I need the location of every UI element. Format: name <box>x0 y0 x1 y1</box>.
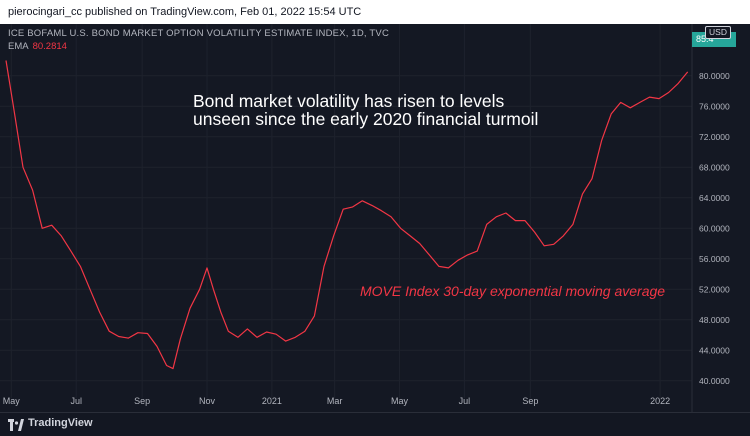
y-tick-label: 48.0000 <box>699 315 730 325</box>
x-tick-label: Sep <box>522 396 538 406</box>
chart-area[interactable]: 40.0000 44.0000 48.0000 52.0000 56.0000 60.00… <box>0 24 750 412</box>
series-line-ema <box>5 60 689 370</box>
y-tick-label: 68.0000 <box>699 162 730 172</box>
grid-layer <box>0 24 692 398</box>
axis-layer: 40.0000 44.0000 48.0000 52.0000 56.0000 60.00… <box>3 24 730 412</box>
headline-line-2: unseen since the early 2020 financial tu… <box>193 109 539 129</box>
x-tick-label: Jul <box>459 396 471 406</box>
series-layer <box>5 60 689 370</box>
headline-line-1: Bond market volatility has risen to leve… <box>193 91 505 111</box>
y-tick-label: 40.0000 <box>699 376 730 386</box>
x-tick-label: May <box>391 396 409 406</box>
x-tick-label: May <box>3 396 21 406</box>
headline-annotation: Bond market volatility has risen to leve… <box>193 92 538 128</box>
y-tick-label: 76.0000 <box>699 101 730 111</box>
publish-bar: pierocingari_cc published on TradingView… <box>0 0 750 24</box>
y-tick-label: 60.0000 <box>699 223 730 233</box>
y-tick-label: 80.0000 <box>699 71 730 81</box>
tradingview-brand[interactable]: TradingView <box>28 417 93 429</box>
legend-title: ICE BOFAML U.S. BOND MARKET OPTION VOLAT… <box>8 28 390 39</box>
y-tick-label: 64.0000 <box>699 193 730 203</box>
x-tick-label: Mar <box>327 396 343 406</box>
x-tick-label: 2022 <box>650 396 670 406</box>
x-tick-label: Sep <box>134 396 150 406</box>
x-tick-label: 2021 <box>262 396 282 406</box>
series-note: MOVE Index 30-day exponential moving ave… <box>360 283 666 299</box>
publish-line: pierocingari_cc published on TradingView… <box>8 6 362 18</box>
y-tick-label: 72.0000 <box>699 132 730 142</box>
legend-ema: EMA 80.2814 <box>8 41 67 52</box>
x-tick-label: Jul <box>70 396 82 406</box>
y-tick-label: 44.0000 <box>699 345 730 355</box>
y-tick-label: 56.0000 <box>699 254 730 264</box>
y-tick-label: 52.0000 <box>699 284 730 294</box>
chart-canvas[interactable]: 40.0000 44.0000 48.0000 52.0000 56.0000 60.00… <box>0 24 750 412</box>
currency-button[interactable]: USD <box>705 26 731 39</box>
footer-bar: TradingView <box>0 412 750 436</box>
ema-value: 80.2814 <box>32 41 67 52</box>
ema-label: EMA <box>8 41 29 52</box>
tradingview-logo-icon[interactable] <box>8 419 24 431</box>
x-tick-label: Nov <box>199 396 216 406</box>
